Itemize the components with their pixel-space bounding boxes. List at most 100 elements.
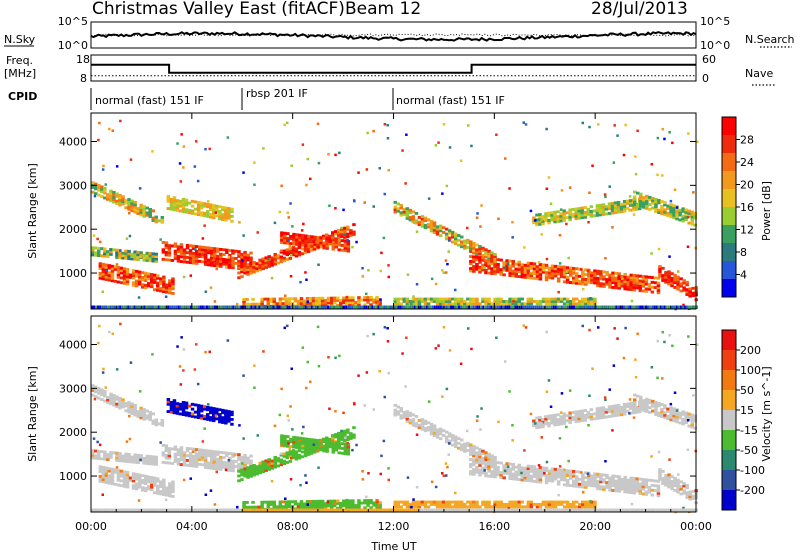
power-cell <box>595 206 600 210</box>
velocity-cell <box>511 467 515 471</box>
velocity-cell <box>218 420 222 424</box>
velocity-cell <box>496 500 500 504</box>
power-cell <box>162 285 166 289</box>
power-cell <box>511 262 515 266</box>
power-cell <box>492 305 495 309</box>
velocity-cell <box>622 356 626 360</box>
power-cell <box>375 295 379 299</box>
power-cell <box>675 206 679 209</box>
power-cell <box>343 244 348 248</box>
power-cell <box>194 249 199 253</box>
velocity-cell <box>672 414 676 418</box>
power-cell <box>207 263 211 267</box>
power-cell <box>577 214 581 218</box>
power-cell <box>154 255 158 258</box>
velocity-cell <box>106 398 110 402</box>
velocity-cell <box>581 500 585 504</box>
velocity-cell <box>104 473 109 477</box>
velocity-cell <box>371 508 374 512</box>
velocity-cell <box>405 505 410 509</box>
velocity-cell <box>562 417 566 421</box>
power-cell <box>620 284 624 288</box>
power-cell <box>682 288 686 292</box>
velocity-cell <box>303 451 308 455</box>
velocity-cell <box>614 474 618 478</box>
velocity-cell <box>580 412 584 415</box>
velocity-cell <box>212 414 216 418</box>
power-cell <box>312 305 315 309</box>
power-cell <box>553 302 558 306</box>
velocity-cell <box>231 459 235 463</box>
power-cell <box>690 220 694 224</box>
velocity-cell <box>156 491 160 495</box>
power-cell <box>139 253 143 257</box>
power-cell <box>249 256 253 260</box>
power-cell <box>541 217 545 221</box>
power-cell <box>405 216 410 220</box>
velocity-cell <box>596 482 600 486</box>
power-cell <box>545 187 549 190</box>
power-cell <box>270 258 274 262</box>
velocity-cell <box>308 508 311 512</box>
power-cell <box>666 204 670 208</box>
velocity-cell <box>254 505 258 509</box>
power-cell <box>333 305 335 309</box>
velocity-cell <box>598 411 603 415</box>
velocity-cell <box>469 470 473 473</box>
velocity-cell <box>463 503 467 506</box>
power-cell <box>541 219 545 223</box>
velocity-cell <box>412 498 415 501</box>
velocity-cell <box>393 503 397 506</box>
power-cell <box>94 182 98 186</box>
velocity-cell <box>565 500 570 504</box>
power-cell <box>470 305 473 309</box>
power-cell <box>569 269 573 272</box>
velocity-cell <box>240 478 244 482</box>
power-cell <box>425 305 428 309</box>
power-cell <box>131 281 136 285</box>
velocity-cell <box>553 413 557 417</box>
power-cell <box>129 158 133 161</box>
velocity-cell <box>151 412 155 416</box>
power-cell <box>254 305 257 309</box>
power-cell <box>159 238 162 241</box>
velocity-cell <box>590 481 594 485</box>
velocity-cell <box>294 508 297 512</box>
velocity-cell <box>131 479 136 483</box>
power-cell <box>330 301 334 305</box>
power-cell <box>550 266 555 270</box>
velocity-cell <box>553 477 558 481</box>
power-cell <box>454 237 458 241</box>
velocity-cell <box>408 421 413 425</box>
power-cell <box>502 300 506 303</box>
power-cell <box>620 279 624 283</box>
power-cell <box>665 305 668 309</box>
velocity-cell <box>267 458 271 462</box>
power-cell <box>685 293 689 296</box>
velocity-cell <box>499 505 503 509</box>
velocity-cell <box>294 455 299 459</box>
velocity-cell <box>472 458 476 462</box>
velocity-cell <box>213 457 217 461</box>
power-cell <box>399 305 402 309</box>
power-cell <box>193 305 196 309</box>
power-cell <box>499 258 503 262</box>
velocity-cell <box>240 465 244 469</box>
power-cell <box>481 258 485 262</box>
power-cell <box>585 305 588 309</box>
power-cell <box>185 305 188 309</box>
power-cell <box>122 277 127 280</box>
power-cell <box>417 216 422 219</box>
power-cell <box>448 305 450 309</box>
velocity-cell <box>322 439 326 443</box>
power-cell <box>236 302 239 306</box>
velocity-cell <box>185 463 190 467</box>
power-cell <box>109 250 113 254</box>
power-cell <box>650 290 655 294</box>
nsky-tick-bottom: 10^0 <box>58 39 88 52</box>
power-cell <box>310 237 314 241</box>
power-cell <box>206 212 210 216</box>
velocity-cell <box>423 503 428 506</box>
velocity-cell <box>349 432 353 436</box>
power-cell <box>573 305 575 309</box>
